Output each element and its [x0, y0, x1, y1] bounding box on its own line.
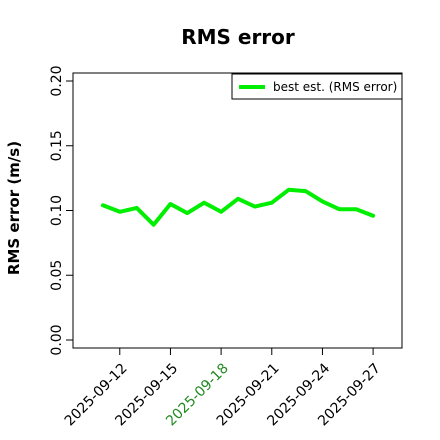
legend-label: best est. (RMS error) [273, 80, 397, 94]
y-axis: 0.00 0.05 0.10 0.15 0.20 [49, 65, 73, 356]
y-tick-label: 0.05 [49, 260, 65, 291]
y-axis-label: RMS error (m/s) [5, 141, 23, 275]
y-tick-label: 0.00 [49, 324, 65, 355]
y-tick-label: 0.10 [49, 195, 65, 226]
chart-title: RMS error [181, 25, 295, 49]
x-axis: 2025-09-122025-09-152025-09-182025-09-21… [62, 348, 384, 429]
series-line-best-est [100, 187, 376, 227]
y-tick-label: 0.20 [49, 65, 65, 96]
legend: best est. (RMS error) [231, 73, 403, 100]
y-tick-label: 0.15 [49, 130, 65, 161]
